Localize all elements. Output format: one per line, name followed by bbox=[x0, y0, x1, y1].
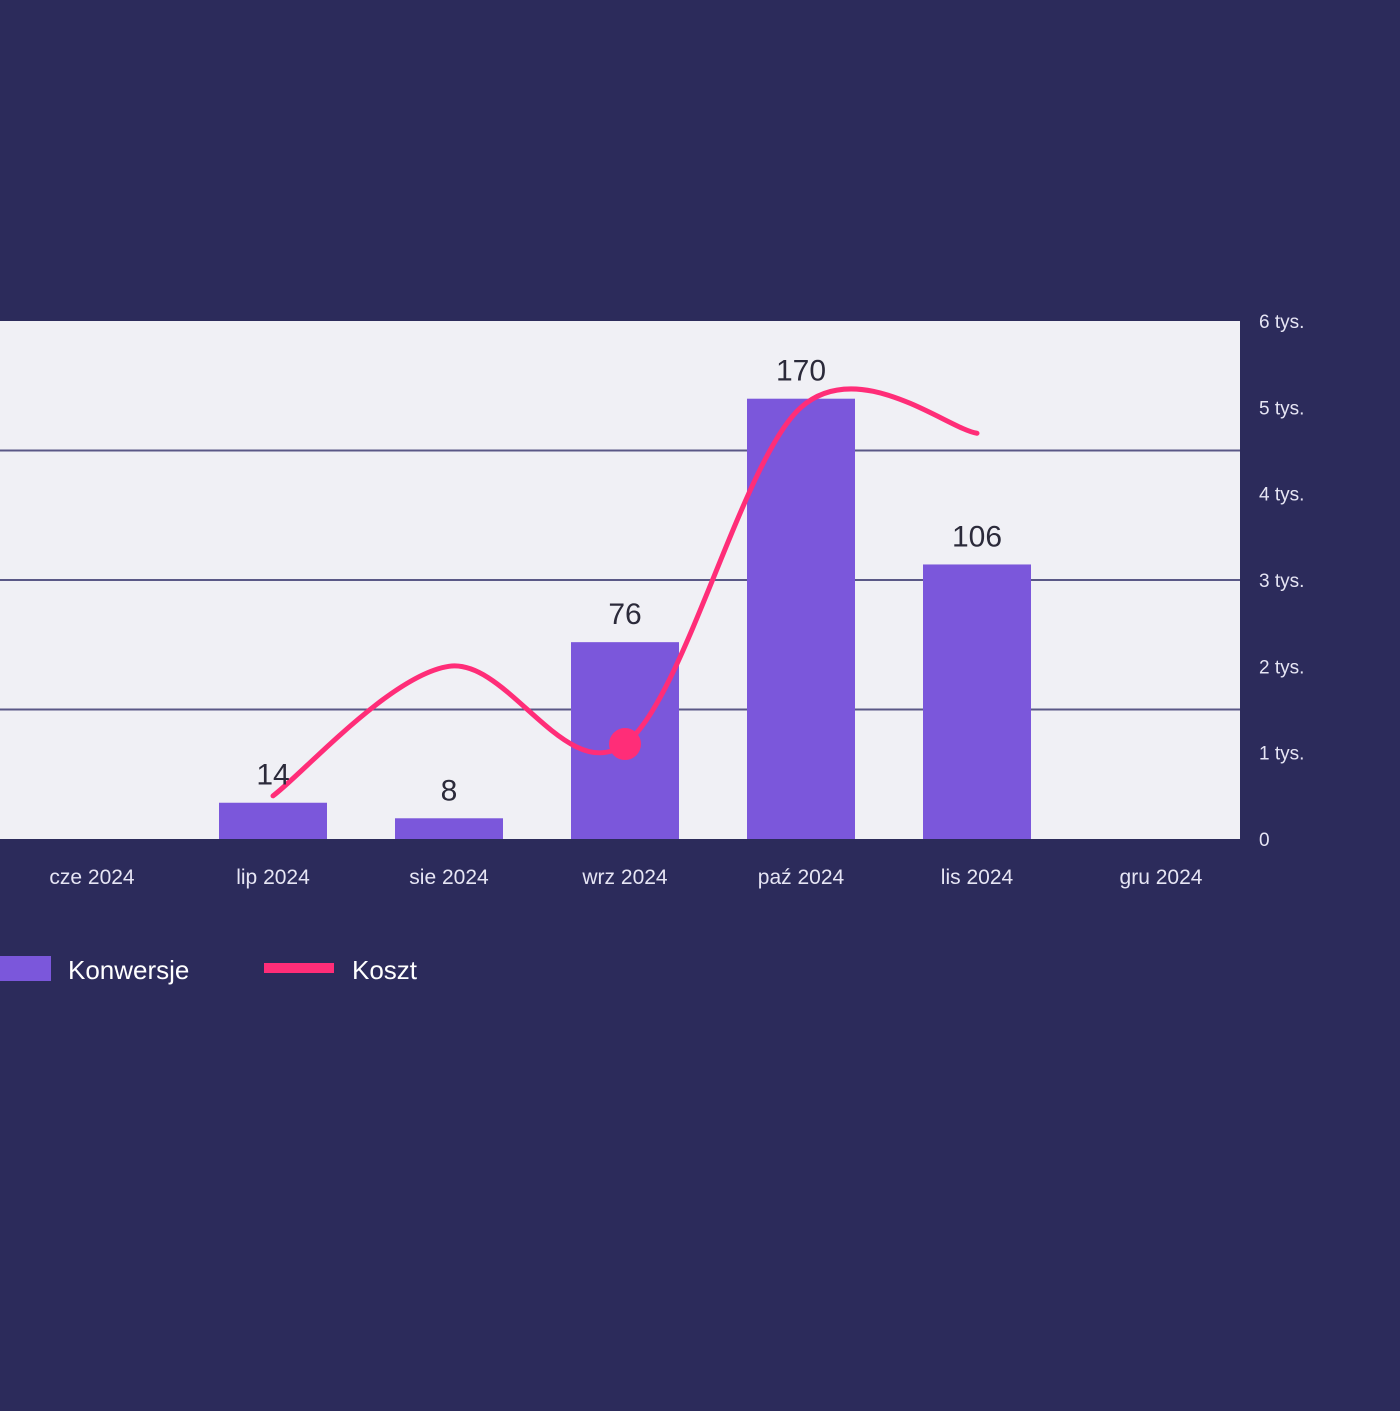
y-tick-label: 3 tys. bbox=[1259, 571, 1304, 592]
x-tick-label: cze 2024 bbox=[49, 866, 135, 889]
data-labels: 14 8 76 170 106 bbox=[256, 355, 1002, 808]
x-tick-label: wrz 2024 bbox=[581, 866, 668, 889]
bar-value-label: 8 bbox=[441, 774, 458, 807]
bar-sie-2024[interactable] bbox=[395, 818, 503, 839]
cost-highlight-point[interactable] bbox=[609, 728, 641, 761]
bar-value-label: 14 bbox=[256, 759, 289, 792]
legend-swatch-konwersje bbox=[0, 956, 51, 981]
x-tick-label: lis 2024 bbox=[941, 866, 1014, 889]
x-tick-label: sie 2024 bbox=[409, 866, 489, 889]
bar-value-label: 76 bbox=[608, 598, 641, 631]
y-tick-label: 6 tys. bbox=[1259, 312, 1304, 333]
legend: Konwersje Koszt bbox=[0, 955, 418, 985]
x-tick-label: paź 2024 bbox=[758, 866, 845, 889]
legend-label-konwersje: Konwersje bbox=[68, 955, 189, 985]
cost-line bbox=[270, 386, 980, 799]
y-tick-label: 0 bbox=[1259, 830, 1270, 851]
x-axis: cze 2024 lip 2024 sie 2024 wrz 2024 paź 2024… bbox=[49, 866, 1202, 889]
bar-paź-2024[interactable] bbox=[747, 398, 855, 839]
y-tick-label: 4 tys. bbox=[1259, 485, 1304, 506]
y-axis-right: 0 1 tys. 2 tys. 3 tys. 4 tys. 5 tys. 6 tys. bbox=[1259, 312, 1304, 851]
x-tick-label: gru 2024 bbox=[1120, 866, 1203, 889]
y-tick-label: 1 tys. bbox=[1259, 744, 1304, 765]
y-tick-label: 2 tys. bbox=[1259, 657, 1304, 678]
legend-label-koszt: Koszt bbox=[352, 955, 418, 985]
y-tick-label: 5 tys. bbox=[1259, 398, 1304, 419]
bar-value-label: 106 bbox=[952, 520, 1002, 553]
bar-lip-2024[interactable] bbox=[219, 802, 327, 839]
bars bbox=[219, 398, 1031, 839]
x-tick-label: lip 2024 bbox=[236, 866, 310, 889]
bar-lis-2024[interactable] bbox=[923, 564, 1031, 839]
bar-value-label: 170 bbox=[776, 355, 826, 388]
